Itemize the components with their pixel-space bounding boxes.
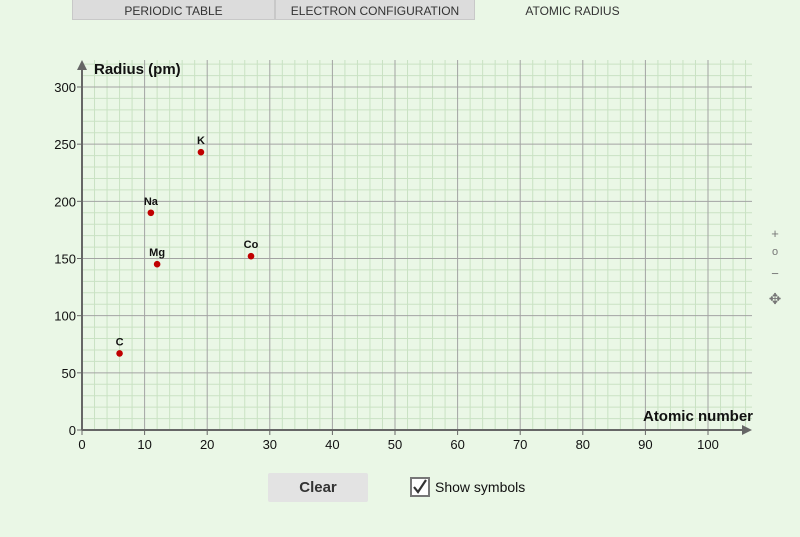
x-axis-arrow-icon (742, 425, 752, 435)
x-tick-label: 70 (513, 437, 527, 452)
zoom-in-icon[interactable]: + (771, 226, 779, 241)
data-points: C Na Mg K Co (116, 135, 259, 357)
point-label-co: Co (244, 239, 259, 251)
data-point-c (116, 350, 123, 357)
y-tick-label: 200 (54, 194, 76, 209)
data-point-co (247, 252, 255, 260)
axes (77, 60, 752, 435)
y-tick-label: 100 (54, 309, 76, 324)
point-label-c: C (116, 336, 124, 348)
x-tick-label: 40 (325, 437, 339, 452)
data-point-na (147, 209, 155, 217)
tab-electron-configuration[interactable]: ELECTRON CONFIGURATION (275, 0, 475, 20)
x-tick-label: 20 (200, 437, 214, 452)
tab-atomic-radius[interactable]: ATOMIC RADIUS (475, 0, 670, 20)
x-tick-label: 100 (697, 437, 719, 452)
x-axis-title: Atomic number (643, 408, 753, 425)
y-tick-label: 150 (54, 252, 76, 267)
y-tick-label: 250 (54, 137, 76, 152)
show-symbols-label: Show symbols (435, 479, 526, 495)
zoom-out-icon[interactable]: − (771, 266, 779, 281)
move-icon[interactable]: ✥ (768, 291, 782, 308)
show-symbols-checkbox[interactable] (410, 477, 430, 497)
y-tick-label: 0 (69, 423, 76, 438)
x-tick-label: 60 (450, 437, 464, 452)
point-label-mg: Mg (149, 247, 165, 259)
y-tick-label: 50 (62, 366, 76, 381)
x-tick-label: 90 (638, 437, 652, 452)
x-tick-label: 80 (576, 437, 590, 452)
zoom-reset-icon[interactable]: o (771, 246, 779, 258)
y-axis-title: Radius (pm) (94, 61, 181, 78)
x-tick-label: 0 (78, 437, 85, 452)
x-tick-label: 10 (137, 437, 151, 452)
x-tick-label: 50 (388, 437, 402, 452)
major-grid (82, 60, 752, 430)
tab-periodic-table[interactable]: PERIODIC TABLE (72, 0, 275, 20)
clear-button[interactable]: Clear (268, 473, 368, 502)
show-symbols-toggle[interactable]: Show symbols (410, 475, 525, 499)
minor-grid (82, 60, 752, 430)
point-label-k: K (197, 135, 205, 147)
x-tick-labels: 0 10 20 30 40 50 60 70 80 90 100 (78, 430, 719, 452)
y-axis-arrow-icon (77, 60, 87, 70)
y-tick-label: 300 (54, 80, 76, 95)
data-point-k (197, 148, 205, 156)
point-label-na: Na (144, 196, 159, 208)
checkmark-icon (413, 479, 427, 494)
data-point-mg (153, 260, 161, 268)
tab-bar: PERIODIC TABLE ELECTRON CONFIGURATION AT… (0, 0, 800, 20)
x-tick-label: 30 (263, 437, 277, 452)
y-tick-labels: 0 50 100 150 200 250 300 (54, 80, 82, 438)
